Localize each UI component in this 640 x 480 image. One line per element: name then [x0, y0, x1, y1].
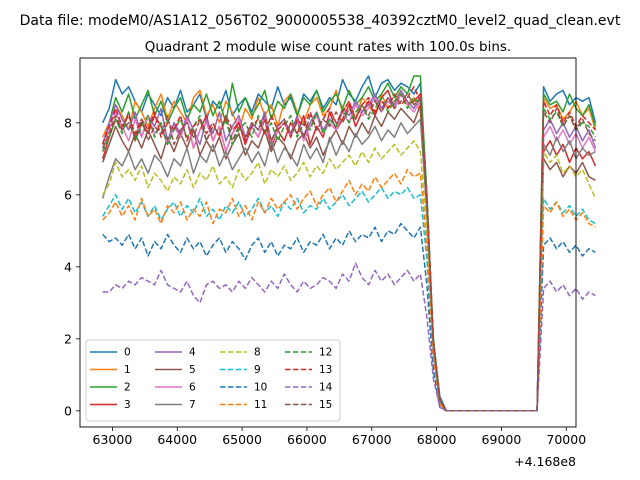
legend-label-14: 14 — [319, 382, 333, 394]
plot-frame — [79, 57, 577, 428]
legend-label-6: 6 — [189, 382, 196, 394]
x-axis: 63000 64000 65000 66000 67000 68000 69000 70000 — [93, 427, 586, 447]
chart-title: Quadrant 2 module wise count rates with … — [145, 39, 511, 55]
x-tick-label: 64000 — [157, 432, 197, 447]
series-layer — [101, 75, 597, 412]
figure-suptitle: Data file: modeM0/AS1A12_056T02_90000055… — [20, 13, 621, 29]
x-tick-label: 69000 — [482, 432, 522, 447]
x-tick-label: 66000 — [287, 432, 327, 447]
y-tick-label: 6 — [64, 187, 72, 202]
y-tick-label: 2 — [64, 331, 72, 346]
legend-label-11: 11 — [254, 399, 267, 411]
legend-label-8: 8 — [254, 347, 261, 359]
legend-label-4: 4 — [189, 347, 196, 359]
legend-label-1: 1 — [124, 364, 131, 376]
legend-label-10: 10 — [254, 382, 267, 394]
x-tick-label: 63000 — [93, 432, 133, 447]
series-line-8 — [102, 140, 597, 412]
legend-frame — [85, 339, 341, 422]
x-tick-label: 65000 — [222, 432, 262, 447]
y-tick-label: 0 — [64, 403, 72, 418]
x-tick-label: 67000 — [352, 432, 392, 447]
series-line-10 — [102, 222, 596, 412]
legend-label-15: 15 — [319, 399, 332, 411]
legend-label-13: 13 — [319, 364, 332, 376]
series-line-11 — [102, 168, 596, 412]
x-tick-label: 68000 — [417, 432, 457, 447]
y-tick-label: 4 — [64, 259, 72, 274]
y-tick-label: 8 — [64, 115, 72, 130]
legend-label-2: 2 — [124, 382, 131, 394]
x-tick-label: 70000 — [546, 432, 586, 447]
series-line-15 — [102, 93, 597, 412]
legend-label-12: 12 — [319, 347, 332, 359]
legend-label-3: 3 — [124, 399, 131, 411]
legend-label-5: 5 — [189, 364, 196, 376]
legend-label-0: 0 — [124, 347, 131, 359]
y-axis: 0 2 4 6 8 — [64, 115, 80, 418]
x-offset-label: +4.168e8 — [514, 454, 576, 469]
series-line-9 — [102, 186, 596, 412]
legend-label-9: 9 — [254, 364, 261, 376]
legend-label-7: 7 — [189, 399, 196, 411]
